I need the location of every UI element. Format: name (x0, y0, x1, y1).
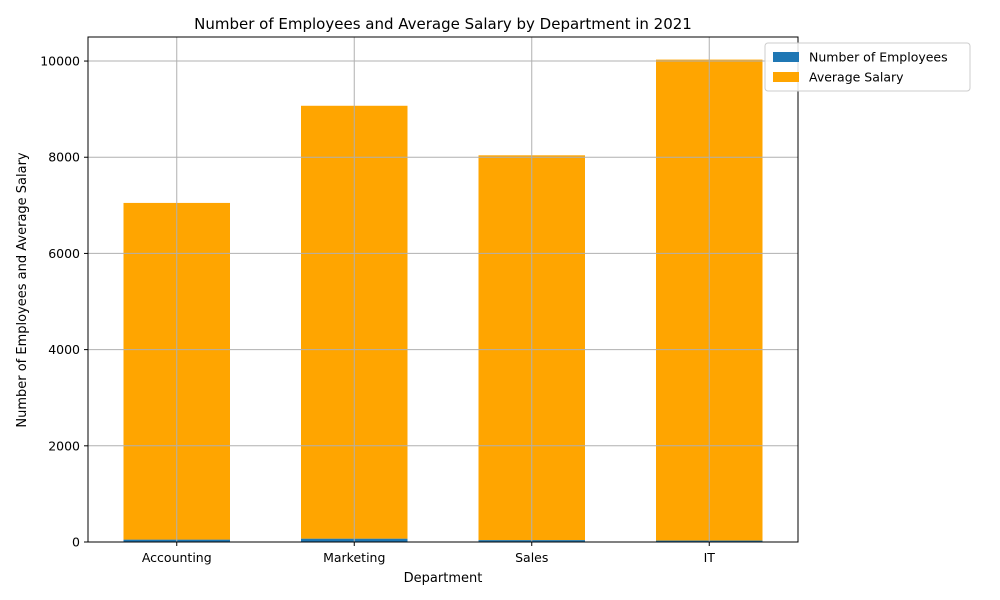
legend: Number of Employees Average Salary (765, 43, 970, 91)
legend-label-1: Average Salary (809, 70, 904, 85)
y-tick-label: 4000 (48, 342, 80, 357)
y-tick-label: 2000 (48, 438, 80, 453)
legend-swatch-0 (773, 52, 799, 62)
x-tick-label-it: IT (704, 550, 716, 565)
y-tick-label: 6000 (48, 246, 80, 261)
y-tick-label: 8000 (48, 150, 80, 165)
chart-title: Number of Employees and Average Salary b… (194, 15, 692, 33)
y-tick-label: 0 (72, 535, 80, 550)
x-tick-label-marketing: Marketing (323, 550, 385, 565)
legend-swatch-1 (773, 72, 799, 82)
x-tick-label-accounting: Accounting (142, 550, 212, 565)
y-tick-label: 10000 (40, 54, 80, 69)
legend-label-0: Number of Employees (809, 50, 948, 65)
x-axis-label: Department (404, 571, 483, 586)
x-tick-label-sales: Sales (515, 550, 548, 565)
y-axis-label: Number of Employees and Average Salary (15, 152, 30, 428)
bars (124, 60, 763, 542)
